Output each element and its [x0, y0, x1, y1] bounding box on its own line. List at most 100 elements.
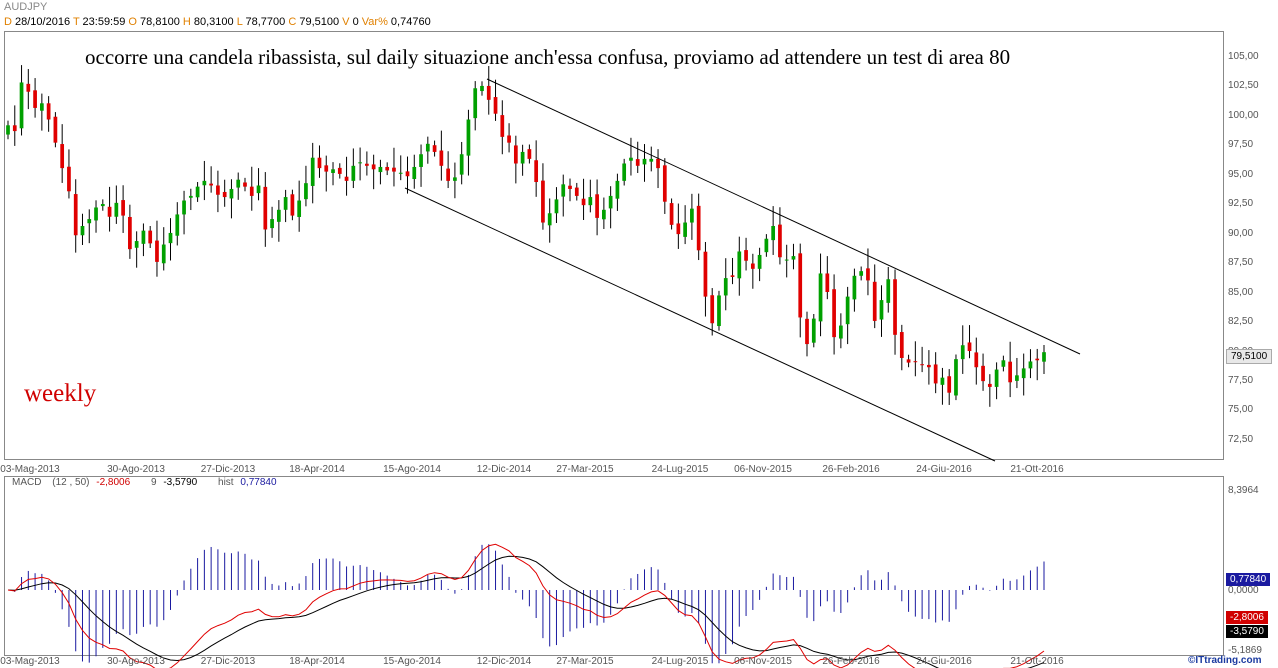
candle-body [304, 183, 308, 200]
date-tick-label: 06-Nov-2015 [734, 656, 792, 667]
candle-body [933, 364, 938, 384]
candle-body [358, 162, 362, 164]
price-tick-label: 87,50 [1228, 257, 1254, 269]
candle-body [798, 253, 803, 318]
candle-body [879, 300, 884, 320]
candle-body [392, 167, 396, 172]
candle-body [581, 198, 586, 206]
candle-body [852, 275, 857, 300]
price-tick-label: 95,00 [1228, 168, 1254, 180]
candle-body [635, 159, 640, 166]
hist-label: hist [218, 477, 234, 488]
candle-body [588, 197, 593, 206]
candle-body [216, 185, 220, 195]
candle-body [310, 157, 315, 186]
candle-body [344, 176, 349, 181]
candle-body [53, 116, 58, 143]
candle-body [683, 222, 687, 237]
candle-body [473, 88, 478, 119]
watermark: ©ITtrading.com [1188, 655, 1262, 666]
candle-body [608, 195, 613, 209]
date-tick-label: 06-Nov-2015 [734, 464, 792, 475]
volume-value: 0 [352, 16, 359, 28]
price-tick-label: 72,50 [1228, 433, 1254, 445]
price-tick-label: 100,00 [1228, 109, 1259, 121]
date-tick-label: 24-Lug-2015 [651, 464, 709, 475]
candle-body [947, 376, 952, 393]
high-value: 80,3100 [193, 16, 234, 28]
candle-body [778, 224, 782, 258]
signal-period: 9 [150, 477, 157, 488]
candle-body [168, 232, 173, 244]
candle-body [270, 219, 274, 229]
date-tick-label: 27-Dic-2013 [200, 464, 256, 475]
annotation-text: occorre una candela ribassista, sul dail… [85, 45, 1011, 69]
candle-body [385, 166, 390, 171]
macd-axis-zero: 0,0000 [1228, 585, 1259, 596]
candle-body [703, 251, 708, 297]
symbol-label: AUDJPY [4, 1, 48, 13]
ohlc-readout: D 28/10/2016 T 23:59:59 O 78,8100 H 80,3… [4, 16, 431, 28]
candle-body [920, 364, 924, 366]
candle-body [987, 383, 992, 387]
candle-body [547, 213, 552, 226]
date-tick-label: 18-Apr-2014 [289, 656, 345, 667]
candle-body [669, 203, 674, 225]
candle-body [872, 281, 877, 321]
candle-body [331, 169, 335, 173]
candle-body [656, 158, 660, 169]
candle-body [730, 275, 735, 277]
timeframe-label: weekly [24, 380, 97, 407]
candle-body [899, 332, 904, 358]
candle-body [317, 157, 322, 169]
candle-body [1015, 375, 1019, 381]
candle-body [324, 165, 329, 172]
date-tick-label: 30-Ago-2013 [107, 656, 165, 667]
macd-panel[interactable] [4, 476, 1224, 656]
volume-prefix: V [342, 16, 350, 28]
price-panel[interactable] [4, 31, 1224, 460]
candle-body [290, 194, 295, 216]
var-prefix: Var% [361, 16, 388, 28]
time-value: 23:59:59 [82, 16, 126, 28]
candle-body [249, 186, 254, 196]
price-tick-label: 82,50 [1228, 316, 1254, 328]
candle-body [459, 154, 464, 175]
close-prefix: C [288, 16, 297, 28]
candle-body [398, 172, 403, 174]
candle-body [629, 157, 633, 161]
macd-value-box: -2,8006 [1226, 611, 1268, 624]
high-prefix: H [182, 16, 191, 28]
candle-body [1035, 358, 1040, 361]
macd-axis-top: 8,3964 [1228, 485, 1259, 496]
candle-body [480, 85, 484, 92]
candle-body [276, 209, 281, 222]
candle-body [60, 144, 65, 169]
candle-body [6, 125, 10, 135]
candle-body [940, 377, 945, 385]
candle-body [87, 219, 92, 224]
candle-body [764, 238, 769, 253]
hist-value: 0,77840 [240, 477, 277, 488]
candle-body [574, 187, 579, 196]
candle-body [202, 180, 207, 186]
candle-body [439, 150, 444, 166]
candle-body [337, 167, 342, 174]
candle-body [541, 180, 545, 223]
candle-body [80, 226, 85, 236]
candle-body [493, 97, 498, 114]
macd-axis-bottom: -5,1869 [1228, 645, 1262, 656]
candle-body [128, 216, 132, 250]
candle-body [622, 163, 627, 181]
candle-body [954, 359, 958, 396]
candle-body [750, 263, 755, 269]
candle-body [866, 268, 870, 281]
price-tick-label: 102,50 [1228, 80, 1259, 92]
candle-body [710, 295, 715, 324]
candle-body [960, 345, 965, 360]
signal-value-box: -3,5790 [1226, 625, 1268, 638]
candle-body [534, 160, 539, 183]
macd-legend: MACD (12 , 50) -2,8006 9 -3,5790 hist 0,… [12, 477, 277, 488]
candle-body [649, 158, 654, 162]
date-tick-label: 03-Mag-2013 [0, 464, 60, 475]
